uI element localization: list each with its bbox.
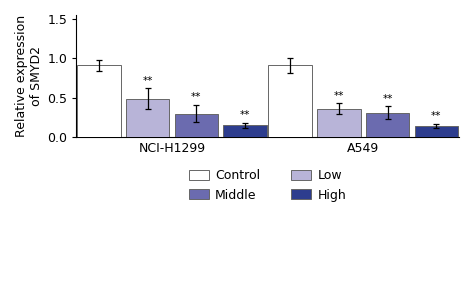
Text: **: **	[142, 76, 153, 85]
Bar	[317, 109, 361, 137]
Legend: Control, Middle, Low, High: Control, Middle, Low, High	[184, 164, 351, 206]
Text: **: **	[334, 91, 344, 100]
Text: **: **	[431, 112, 442, 122]
Text: **: **	[240, 110, 250, 120]
Bar	[174, 114, 218, 137]
Bar	[223, 125, 267, 137]
Text: NCI-H1299: NCI-H1299	[138, 142, 205, 155]
Text: A549: A549	[347, 142, 379, 155]
Bar	[126, 99, 169, 137]
Text: **: **	[383, 94, 393, 104]
Y-axis label: Relative expression
of SMYD2: Relative expression of SMYD2	[15, 15, 43, 137]
Bar	[415, 126, 458, 137]
Bar	[366, 113, 410, 137]
Bar	[77, 65, 120, 137]
Bar	[268, 65, 312, 137]
Text: **: **	[191, 92, 201, 102]
